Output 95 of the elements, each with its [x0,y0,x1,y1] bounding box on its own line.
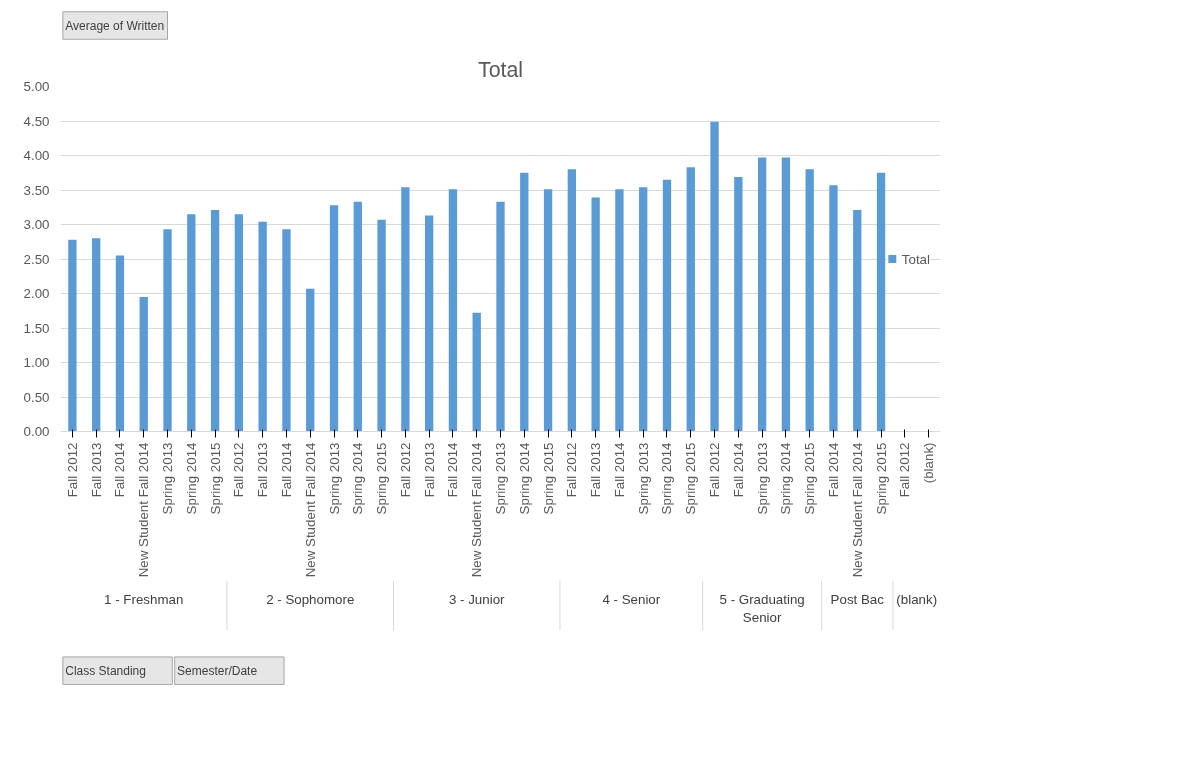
text: Class Standing [65,663,146,678]
x-tick-label: Spring 2014 [350,441,366,515]
x-tick-label: Fall 2014 [112,441,128,498]
x-tick-label: Fall 2012 [707,442,723,498]
x-tick-label: Spring 2014 [659,441,675,515]
x-tick-label: New Student Fall 2014 [302,441,318,578]
text: Average of Written [65,18,165,33]
bar [853,210,862,432]
bar [686,167,695,432]
bar [234,214,244,432]
bar [829,185,838,432]
bar [92,238,101,432]
x-tick-label: Spring 2015 [374,442,390,515]
x-tick-label: Fall 2012 [397,442,413,498]
bar [163,229,172,432]
x-tick-label: Fall 2014 [611,441,627,498]
text: 1 - Freshman [104,591,184,607]
x-tick-label: Fall 2014 [825,441,841,498]
x-tick-label: Fall 2013 [255,442,271,498]
x-tick-label: (blank) [921,442,937,484]
x-tick-label: Spring 2014 [183,441,199,515]
legend-label: Total [901,251,930,266]
bar [448,189,458,432]
x-tick-label: Spring 2013 [160,442,176,515]
text: 4 - Senior [602,591,661,607]
bar [876,172,886,432]
bar [68,239,77,432]
bar [329,205,339,432]
x-tick-label: Fall 2014 [445,441,461,498]
text: Semester/Date [177,663,258,678]
x-tick-label: Fall 2014 [278,441,294,498]
text: Post Bac [830,591,885,607]
x-tick-label: Spring 2015 [683,442,699,515]
y-tick-label: 3.50 [23,182,50,198]
bar [282,229,291,432]
x-tick-label: Fall 2012 [564,442,580,498]
x-tick-label: Spring 2015 [207,442,223,515]
x-tick-label: Fall 2012 [64,442,80,498]
bar [424,215,434,432]
bar [115,255,125,432]
bar [639,187,648,432]
bar [496,201,505,432]
text: (blank) [896,591,938,607]
bar [805,169,814,432]
bar [472,312,481,432]
y-tick-label: 4.50 [23,113,50,129]
y-tick-label: 1.00 [23,355,50,370]
chart-title: Total [477,57,524,82]
bar [567,169,577,432]
x-tick-label: Spring 2014 [778,441,794,515]
x-tick-label: Spring 2013 [635,442,651,515]
x-tick-label: New Student Fall 2014 [849,441,865,578]
y-tick-label: 0.00 [23,424,50,439]
x-tick-label: Fall 2013 [588,442,604,498]
bar [306,288,315,432]
x-tick-label: Spring 2013 [493,442,508,515]
x-tick-label: New Student Fall 2014 [469,441,485,578]
x-tick-label: Fall 2013 [88,442,104,498]
bar [187,214,196,432]
x-tick-label: Fall 2012 [231,442,247,498]
text: 3 - Junior [448,591,506,607]
y-tick-label: 4.00 [23,148,50,163]
y-tick-label: 2.00 [23,286,50,301]
text: 5 - Graduating Senior [719,591,805,625]
x-tick-label: Fall 2013 [421,442,437,498]
x-tick-label: Spring 2013 [754,442,770,515]
bar [353,201,362,432]
bar [710,121,719,432]
bar [662,179,672,432]
bar [591,197,600,432]
y-tick-label: 2.50 [23,251,50,267]
y-tick-label: 5.00 [23,79,50,94]
x-tick-label: Spring 2014 [516,441,532,515]
x-tick-label: Spring 2013 [326,442,342,515]
bar [139,296,148,432]
x-tick-label: Fall 2012 [897,442,913,498]
bar [520,172,529,432]
bar [210,210,220,432]
y-tick-label: 0.50 [23,389,50,405]
bar [258,221,267,432]
bar [401,187,410,432]
x-tick-label: Spring 2015 [802,442,818,515]
bar [377,219,386,432]
bar [615,189,624,432]
y-tick-label: 1.50 [23,320,50,336]
bar [757,157,767,432]
y-tick-label: 3.00 [23,217,50,232]
bar [543,189,553,432]
x-tick-label: Spring 2015 [873,442,889,515]
bar [734,176,743,432]
bar [781,157,791,432]
x-tick-label: New Student Fall 2014 [136,441,152,578]
x-tick-label: Spring 2015 [540,442,556,515]
text: 2 - Sophomore [266,591,355,607]
x-tick-label: Fall 2014 [730,441,746,498]
